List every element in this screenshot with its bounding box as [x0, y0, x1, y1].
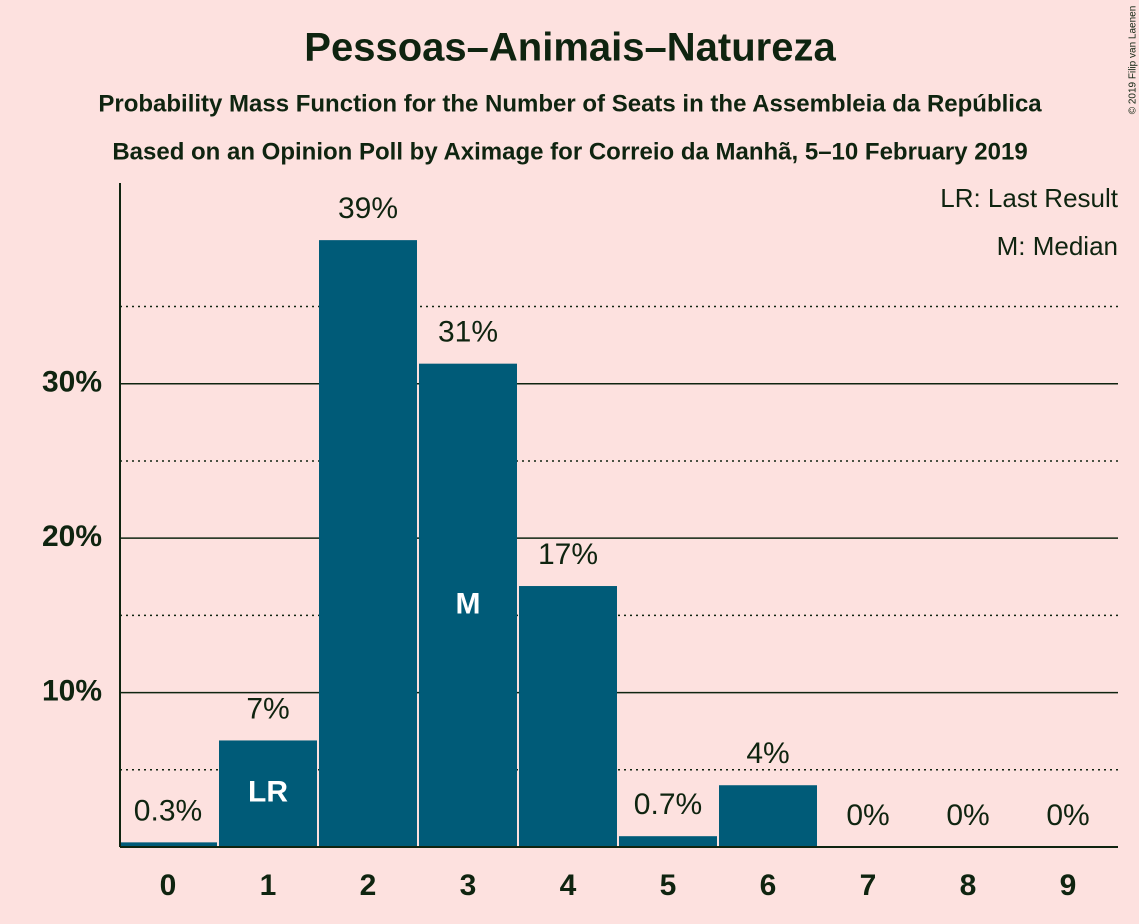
x-tick-label: 2: [360, 869, 377, 902]
x-tick-label: 1: [260, 869, 277, 902]
value-label: 0%: [1046, 799, 1089, 832]
value-label: 4%: [746, 737, 789, 770]
bar: [319, 240, 417, 847]
value-label: 0%: [846, 799, 889, 832]
value-label: 17%: [538, 538, 598, 571]
value-label: 0.3%: [134, 794, 202, 827]
x-tick-label: 7: [860, 869, 877, 902]
bar: [119, 842, 217, 847]
legend-entry: M: Median: [997, 231, 1118, 261]
chart-subtitle: Probability Mass Function for the Number…: [98, 90, 1042, 117]
x-tick-label: 8: [960, 869, 977, 902]
y-tick-label: 20%: [42, 520, 102, 553]
bar: [419, 363, 517, 847]
y-tick-label: 30%: [42, 366, 102, 399]
bar: [619, 836, 717, 847]
x-tick-label: 9: [1060, 869, 1077, 902]
copyright: © 2019 Filip van Laenen: [1128, 6, 1139, 115]
x-tick-label: 5: [660, 869, 677, 902]
x-tick-label: 4: [560, 869, 577, 902]
legend-entry: LR: Last Result: [940, 183, 1119, 213]
value-label: 39%: [338, 192, 398, 225]
x-tick-label: 6: [760, 869, 777, 902]
value-label: 0%: [946, 799, 989, 832]
value-label: 0.7%: [634, 788, 702, 821]
bar-annotation: M: [456, 587, 481, 620]
value-label: 31%: [438, 316, 498, 349]
bar-annotation: LR: [248, 776, 288, 809]
x-tick-label: 0: [160, 869, 177, 902]
chart-subtitle: Based on an Opinion Poll by Aximage for …: [112, 138, 1027, 165]
y-tick-label: 10%: [42, 675, 102, 708]
x-tick-label: 3: [460, 869, 477, 902]
chart-title: Pessoas–Animais–Natureza: [304, 26, 836, 70]
bar: [219, 740, 317, 847]
bar: [519, 586, 617, 847]
value-label: 7%: [246, 692, 289, 725]
bar: [719, 785, 817, 847]
